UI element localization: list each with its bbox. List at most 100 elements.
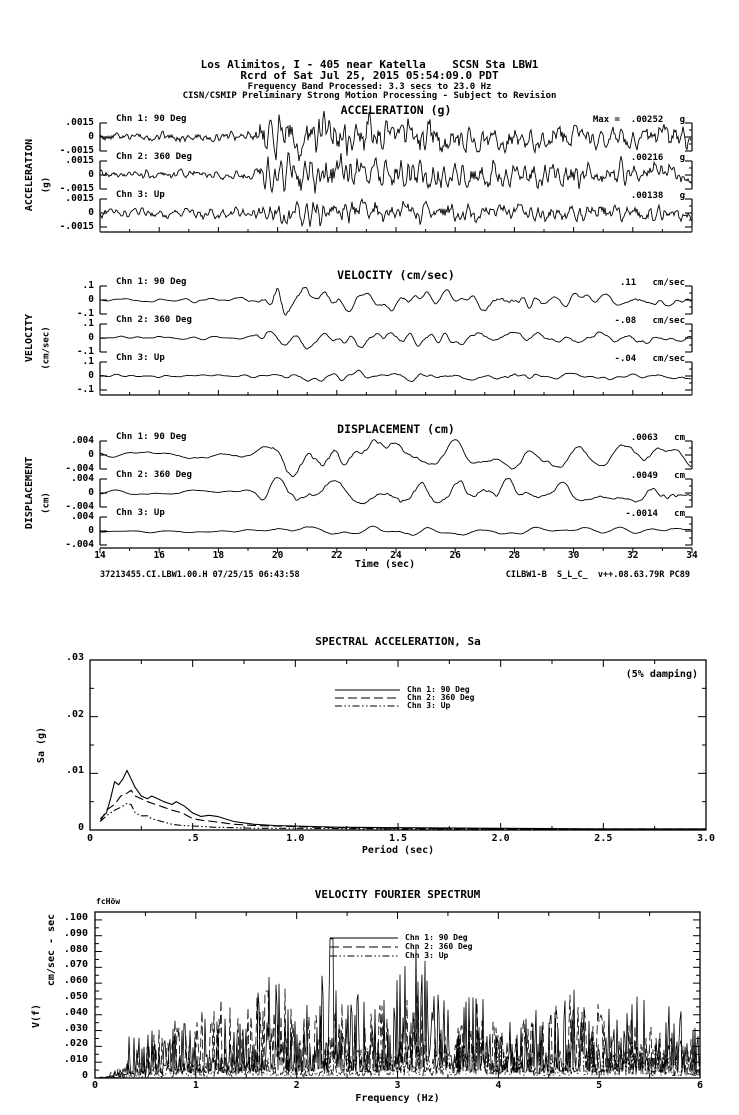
trace-scale-label-neg: -.0015 bbox=[59, 221, 94, 232]
trace-scale-label-neg: -.0015 bbox=[59, 183, 94, 194]
trace-scale-label-zero: 0 bbox=[88, 207, 94, 218]
sa-x-tick-label: 1.5 bbox=[388, 833, 408, 844]
trace-scale-label-pos: .0015 bbox=[65, 155, 94, 166]
trace-scale-label-zero: 0 bbox=[88, 487, 94, 498]
filter-corner-note: fcHöw bbox=[96, 897, 121, 906]
waveform-trace-chn-1-90-deg bbox=[99, 286, 692, 316]
processing-info-footer: CILBW1-B S_L_C_ v++.08.63.79R PC89 bbox=[505, 570, 690, 580]
time-axis-title: Time (sec) bbox=[354, 559, 416, 570]
peak-annotation: .11 cm/sec bbox=[619, 278, 685, 288]
peak-annotation: .0049 cm bbox=[630, 471, 685, 481]
time-axis-tick-label: 22 bbox=[331, 550, 343, 561]
fourier-y-tick-label: .090 bbox=[63, 927, 88, 939]
sa-x-tick-label: 2.0 bbox=[491, 833, 510, 844]
fourier-y-tick-label: .080 bbox=[63, 943, 88, 955]
trace-scale-label-neg: -.004 bbox=[65, 539, 94, 550]
time-axis-tick-label: 16 bbox=[153, 550, 165, 561]
waveform-trace-chn-3-up bbox=[99, 369, 692, 382]
trace-scale-label-pos: .1 bbox=[82, 318, 94, 329]
frequency-band-line: Frequency Band Processed: 3.3 secs to 23… bbox=[247, 82, 492, 92]
time-axis-tick-label: 30 bbox=[567, 550, 580, 561]
channel-label: Chn 2: 360 Deg bbox=[116, 470, 192, 480]
trace-scale-label-zero: 0 bbox=[88, 332, 94, 343]
time-axis-tick-label: 14 bbox=[94, 550, 106, 561]
trace-scale-label-pos: .1 bbox=[82, 280, 94, 291]
peak-annotation: .00216 g bbox=[630, 153, 685, 163]
sa-x-tick-label: 0 bbox=[86, 833, 94, 844]
sa-curve-3 bbox=[99, 802, 707, 830]
channel-label: Chn 2: 360 Deg bbox=[116, 315, 192, 325]
sa-y-axis-label: Sa (g) bbox=[36, 726, 47, 764]
sa-legend-entry-label: Chn 3: Up bbox=[407, 701, 451, 710]
waveform-trace-chn-3-up bbox=[100, 525, 692, 536]
waveform-trace-chn-2-360-deg bbox=[99, 152, 692, 194]
trace-scale-label-zero: 0 bbox=[88, 449, 94, 460]
trace-scale-label-neg: -.004 bbox=[65, 463, 94, 474]
peak-annotation: -.0014 cm bbox=[625, 509, 685, 519]
trace-scale-label-zero: 0 bbox=[88, 294, 94, 305]
fourier-y-tick-label: 0 bbox=[81, 1070, 88, 1081]
time-axis-tick-label: 32 bbox=[627, 550, 639, 561]
fourier-legend-entry-label: Chn 3: Up bbox=[405, 951, 449, 960]
trace-scale-label-neg: -.1 bbox=[76, 346, 94, 357]
fourier-spectrum-curve-3 bbox=[94, 1036, 701, 1079]
sa-x-tick-label: 3.0 bbox=[696, 833, 716, 844]
waveform-trace-chn-1-90-deg bbox=[99, 110, 692, 162]
record-time-line: Rcrd of Sat Jul 25, 2015 05:54:09.0 PDT bbox=[240, 69, 499, 82]
trace-scale-label-zero: 0 bbox=[88, 131, 94, 142]
sa-y-tick-label: .02 bbox=[65, 708, 84, 720]
fourier-y-tick-label: .050 bbox=[63, 990, 88, 1002]
fourier-y-tick-label: .100 bbox=[63, 911, 88, 923]
time-axis-tick-label: 26 bbox=[449, 550, 461, 561]
sa-legend-entry-label: Chn 2: 360 Deg bbox=[407, 693, 475, 702]
disclaimer-line: CISN/CSMIP Preliminary Strong Motion Pro… bbox=[182, 91, 557, 101]
fourier-x-axis-label: Frequency (Hz) bbox=[355, 1093, 440, 1104]
channel-label: Chn 1: 90 Deg bbox=[116, 114, 187, 124]
trace-scale-label-zero: 0 bbox=[88, 525, 94, 536]
record-id-footer: 37213455.CI.LBW1.00.H 07/25/15 06:43:58 bbox=[100, 570, 300, 580]
fourier-spectrum-curve-1 bbox=[95, 938, 701, 1079]
trace-scale-label-pos: .004 bbox=[71, 511, 94, 522]
peak-annotation: -.08 cm/sec bbox=[614, 316, 685, 326]
waveform-trace-chn-2-360-deg bbox=[99, 477, 692, 505]
peak-annotation: Max = .00252 g bbox=[592, 115, 685, 125]
trace-scale-label-zero: 0 bbox=[88, 169, 94, 180]
peak-annotation: -.04 cm/sec bbox=[614, 354, 685, 364]
sa-x-tick-label: .5 bbox=[186, 833, 199, 844]
fourier-x-tick-label: 4 bbox=[495, 1080, 502, 1091]
panel-title: VELOCITY (cm/sec) bbox=[337, 268, 455, 282]
waveform-trace-chn-1-90-deg bbox=[99, 439, 692, 478]
trace-scale-label-neg: -.1 bbox=[76, 308, 94, 319]
channel-label: Chn 2: 360 Deg bbox=[116, 152, 192, 162]
waveform-trace-chn-3-up bbox=[99, 198, 692, 228]
sa-x-axis-label: Period (sec) bbox=[361, 845, 435, 856]
fourier-y-tick-label: .070 bbox=[63, 959, 88, 971]
trace-scale-label-pos: .0015 bbox=[65, 193, 94, 204]
channel-label: Chn 1: 90 Deg bbox=[116, 277, 187, 287]
fourier-x-tick-label: 5 bbox=[596, 1080, 603, 1091]
sa-y-tick-label: 0 bbox=[77, 822, 84, 833]
panel-title: DISPLACEMENT (cm) bbox=[337, 422, 455, 436]
peak-annotation: .0063 cm bbox=[630, 433, 685, 443]
channel-label: Chn 3: Up bbox=[116, 353, 165, 363]
time-axis-tick-label: 24 bbox=[390, 550, 402, 561]
sa-curve-1 bbox=[99, 769, 706, 830]
fourier-legend-entry-label: Chn 1: 90 Deg bbox=[405, 933, 468, 942]
sa-x-tick-label: 2.5 bbox=[594, 833, 613, 844]
trace-scale-label-pos: .004 bbox=[71, 435, 94, 446]
trace-scale-label-neg: -.1 bbox=[76, 384, 94, 395]
peak-annotation: .00138 g bbox=[630, 191, 685, 201]
record-station-line: Los Alimitos, I - 405 near Katella SCSN … bbox=[200, 58, 539, 71]
fourier-spectrum-curve-2 bbox=[94, 988, 701, 1079]
time-axis-tick-label: 28 bbox=[508, 550, 521, 561]
trace-scale-label-pos: .0015 bbox=[65, 117, 94, 128]
time-axis-tick-label: 18 bbox=[212, 550, 225, 561]
trace-scale-label-zero: 0 bbox=[88, 370, 94, 381]
sa-title: SPECTRAL ACCELERATION, Sa bbox=[315, 635, 481, 648]
fourier-y-tick-label: .020 bbox=[63, 1038, 88, 1050]
fourier-y-tick-label: .010 bbox=[63, 1054, 88, 1066]
trace-scale-label-pos: .004 bbox=[71, 473, 94, 484]
fourier-y-tick-label: .030 bbox=[63, 1022, 88, 1034]
fourier-legend-entry-label: Chn 2: 360 Deg bbox=[405, 942, 473, 951]
